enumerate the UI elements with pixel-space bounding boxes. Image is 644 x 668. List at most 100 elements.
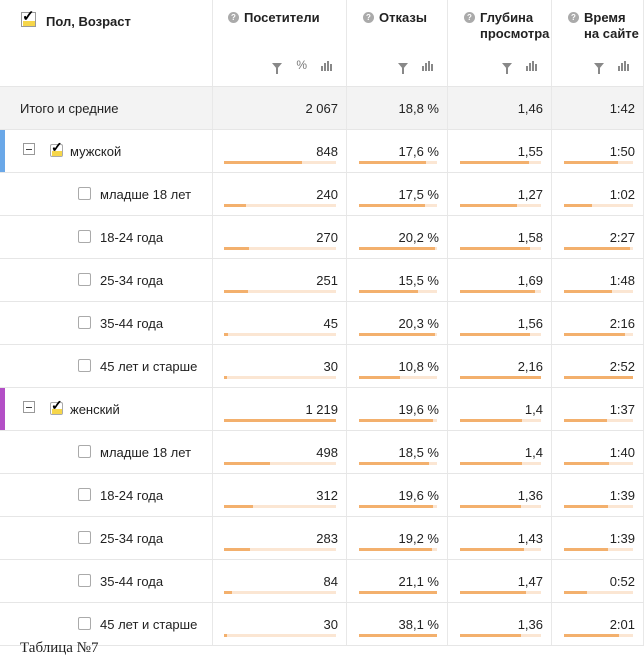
value-bar-track (224, 591, 336, 594)
cell-visitors: 848 (212, 130, 347, 172)
value-bar-track (460, 204, 541, 207)
filter-icon[interactable] (502, 62, 512, 74)
table-row[interactable]: 35-44 года 84 21,1 % 1,47 0:52 (0, 560, 644, 603)
value-bar-track (359, 548, 437, 551)
row-checkbox[interactable] (78, 359, 91, 372)
question-icon[interactable]: ? (363, 12, 374, 23)
checkbox-checked-icon[interactable]: ✓ (21, 8, 36, 27)
cell-depth: 1,4 (448, 388, 552, 430)
cell-time: 1:40 (552, 431, 644, 473)
minus-box-icon[interactable] (23, 143, 35, 155)
value-bar-fill (460, 204, 517, 207)
row-checkbox[interactable] (78, 187, 91, 200)
column-title-line: Время (584, 10, 626, 25)
cell-value: 45 (323, 316, 338, 331)
cell-visitors: 498 (212, 431, 347, 473)
column-header-depth[interactable]: ? Глубина просмотра (448, 0, 552, 86)
value-bar-track (224, 204, 336, 207)
cell-depth: 1,69 (448, 259, 552, 301)
cell-visitors: 30 (212, 345, 347, 387)
checkbox-checked-icon[interactable]: ✓ (50, 139, 63, 157)
table-row[interactable]: 18-24 года 270 20,2 % 1,58 2:27 (0, 216, 644, 259)
group-row[interactable]: ✓ женский 1 219 19,6 % 1,4 1:37 (0, 388, 644, 431)
row-checkbox[interactable] (78, 531, 91, 544)
cell-depth: 2,16 (448, 345, 552, 387)
row-label: 18-24 года (100, 488, 164, 503)
bar-chart-icon[interactable] (422, 60, 433, 71)
cell-depth: 1,47 (448, 560, 552, 602)
row-checkbox[interactable] (78, 574, 91, 587)
value-bar-fill (460, 161, 529, 164)
column-header-time[interactable]: ? Время на сайте (552, 0, 644, 86)
row-checkbox[interactable] (78, 445, 91, 458)
cell-value: 18,5 % (398, 445, 439, 460)
table-row[interactable]: 25-34 года 283 19,2 % 1,43 1:39 (0, 517, 644, 560)
value-bar-fill (460, 376, 541, 379)
checkbox-checked-icon[interactable]: ✓ (50, 397, 63, 415)
value-bar-track (224, 462, 336, 465)
value-bar-fill (224, 462, 270, 465)
table-header: ✓ Пол, Возраст ? Посетители%? Отказы? Глуби… (0, 0, 644, 87)
value-bar-track (224, 290, 336, 293)
cell-value: 84 (323, 574, 338, 589)
value-bar-fill (564, 247, 630, 250)
value-bar-track (564, 419, 633, 422)
bar-chart-icon[interactable] (526, 60, 537, 71)
cell-value: 1,58 (517, 230, 543, 245)
cell-value: 283 (316, 531, 338, 546)
minus-box-icon[interactable] (23, 401, 35, 413)
value-bar-track (359, 161, 437, 164)
value-bar-fill (359, 290, 418, 293)
value-bar-fill (460, 591, 526, 594)
question-icon[interactable]: ? (568, 12, 579, 23)
table-row[interactable]: 25-34 года 251 15,5 % 1,69 1:48 (0, 259, 644, 302)
total-row[interactable]: Итого и средние 2 067 18,8 % 1,46 1:42 (0, 87, 644, 130)
cell-bounce: 38,1 % (347, 603, 448, 645)
cell-depth: 1,55 (448, 130, 552, 172)
row-checkbox[interactable] (78, 488, 91, 501)
value-bar-fill (359, 462, 430, 465)
group-row[interactable]: ✓ мужской 848 17,6 % 1,55 1:50 (0, 130, 644, 173)
column-header-visitors[interactable]: ? Посетители% (212, 0, 347, 86)
cell-value: 38,1 % (398, 617, 439, 632)
table-row[interactable]: 35-44 года 45 20,3 % 1,56 2:16 (0, 302, 644, 345)
value-bar-fill (564, 419, 608, 422)
cell-depth: 1,27 (448, 173, 552, 215)
question-icon[interactable]: ? (464, 12, 475, 23)
value-bar-fill (460, 419, 523, 422)
row-checkbox[interactable] (78, 617, 91, 630)
value-bar-track (359, 462, 437, 465)
value-bar-fill (564, 376, 633, 379)
row-checkbox[interactable] (78, 230, 91, 243)
value-bar-track (564, 462, 633, 465)
cell-value: 1:48 (609, 273, 635, 288)
value-bar-fill (564, 462, 609, 465)
row-checkbox[interactable] (78, 273, 91, 286)
value-bar-track (460, 548, 541, 551)
table-row[interactable]: 45 лет и старше 30 10,8 % 2,16 2:52 (0, 345, 644, 388)
value-bar-fill (359, 247, 436, 250)
row-checkbox[interactable] (78, 316, 91, 329)
cell-value: 1,55 (517, 144, 543, 159)
filter-icon[interactable] (594, 62, 604, 74)
percent-icon[interactable]: % (296, 58, 307, 72)
row-label: 35-44 года (100, 574, 164, 589)
table-row[interactable]: младше 18 лет 240 17,5 % 1,27 1:02 (0, 173, 644, 216)
question-icon[interactable]: ? (228, 12, 239, 23)
row-name-cell: Итого и средние (0, 87, 213, 129)
table-row[interactable]: младше 18 лет 498 18,5 % 1,4 1:40 (0, 431, 644, 474)
bar-chart-icon[interactable] (321, 60, 332, 71)
report-table: ✓ Пол, Возраст ? Посетители%? Отказы? Глуби… (0, 0, 644, 646)
filter-icon[interactable] (272, 62, 283, 74)
value-bar-fill (359, 161, 427, 164)
table-row[interactable]: 18-24 года 312 19,6 % 1,36 1:39 (0, 474, 644, 517)
value-bar-track (460, 634, 541, 637)
column-header-bounce[interactable]: ? Отказы (347, 0, 448, 86)
row-label: Итого и средние (20, 101, 119, 116)
filter-icon[interactable] (398, 62, 408, 74)
value-bar-track (460, 419, 541, 422)
value-bar-track (564, 548, 633, 551)
column-title: Отказы (379, 10, 427, 26)
bar-chart-icon[interactable] (618, 60, 629, 71)
value-bar-track (460, 247, 541, 250)
